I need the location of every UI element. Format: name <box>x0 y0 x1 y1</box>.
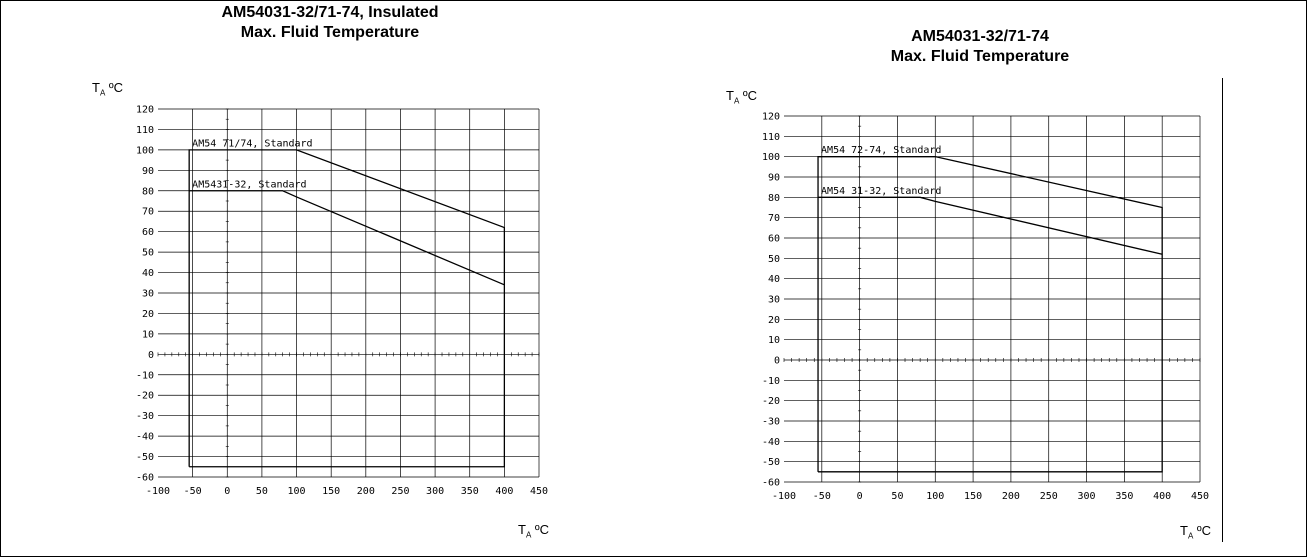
x-tick-label: 50 <box>256 486 268 497</box>
y-tick-label: 0 <box>148 350 154 361</box>
x-tick-label: -100 <box>772 491 796 502</box>
y-tick-label: 90 <box>142 166 154 177</box>
plot-area: 1201101009080706050403020100-10-20-30-40… <box>762 112 1209 503</box>
chart-title-line2: Max. Fluid Temperature <box>890 48 1070 65</box>
x-tick-label: 450 <box>530 486 548 497</box>
chart-title: AM54031-32/71-74, Insulated Max. Fluid T… <box>0 3 660 43</box>
minor-ticks <box>157 108 540 478</box>
x-tick-label: 400 <box>1153 491 1171 502</box>
plot-area: 1201101009080706050403020100-10-20-30-40… <box>136 105 548 498</box>
y-tick-label: 60 <box>142 227 154 238</box>
y-tick-label: 100 <box>136 145 154 156</box>
series-label-1: AM54 71/74, Standard <box>192 138 312 149</box>
y-tick-label: 100 <box>762 152 780 163</box>
y-tick-label: 30 <box>768 295 780 306</box>
series-line-2 <box>189 190 505 286</box>
y-tick-label: 80 <box>768 193 780 204</box>
y-tick-label: 10 <box>142 329 154 340</box>
chart-standard: AM54031-32/71-74 Max. Fluid Temperature … <box>660 0 1305 557</box>
x-tick-label: 200 <box>1002 491 1020 502</box>
x-tick-label: 0 <box>224 486 230 497</box>
x-axis-label: TA ºC <box>1180 523 1212 541</box>
x-tick-label: 200 <box>357 486 375 497</box>
y-axis-label: TA ºC <box>92 80 124 98</box>
x-tick-label: 150 <box>964 491 982 502</box>
x-tick-label: -50 <box>184 486 202 497</box>
y-tick-label: -60 <box>762 478 780 489</box>
x-tick-label: 350 <box>1115 491 1133 502</box>
series-label-2: AM54 31-32, Standard <box>821 186 941 197</box>
chart-title: AM54031-32/71-74 Max. Fluid Temperature <box>720 27 1240 67</box>
y-tick-label: 0 <box>774 356 780 367</box>
series-label-2: AM5431-32, Standard <box>192 179 306 190</box>
y-tick-label: 70 <box>768 213 780 224</box>
y-tick-label: 70 <box>142 207 154 218</box>
x-tick-label: 100 <box>288 486 306 497</box>
y-tick-label: 110 <box>762 132 780 143</box>
y-tick-label: -60 <box>136 473 154 484</box>
y-tick-label: 110 <box>136 125 154 136</box>
y-tick-label: 20 <box>768 315 780 326</box>
x-tick-label: 350 <box>461 486 479 497</box>
y-tick-label: 60 <box>768 234 780 245</box>
y-tick-label: 50 <box>768 254 780 265</box>
x-tick-label: 300 <box>1078 491 1096 502</box>
chart-title-line2: Max. Fluid Temperature <box>240 24 420 41</box>
y-tick-label: -30 <box>136 411 154 422</box>
y-tick-label: 20 <box>142 309 154 320</box>
series-line-2 <box>818 196 1163 255</box>
x-tick-label: 450 <box>1191 491 1209 502</box>
y-tick-label: 40 <box>142 268 154 279</box>
x-tick-label: 100 <box>926 491 944 502</box>
x-tick-label: 250 <box>391 486 409 497</box>
y-tick-label: 80 <box>142 186 154 197</box>
y-tick-label: -50 <box>136 452 154 463</box>
y-tick-label: -10 <box>136 370 154 381</box>
chart-insulated: AM54031-32/71-74, Insulated Max. Fluid T… <box>0 3 660 540</box>
x-tick-label: 0 <box>857 491 863 502</box>
y-tick-label: 10 <box>768 335 780 346</box>
y-tick-label: 50 <box>142 248 154 259</box>
x-tick-label: 300 <box>426 486 444 497</box>
y-tick-label: -30 <box>762 417 780 428</box>
x-tick-label: -50 <box>813 491 831 502</box>
right-border-line <box>1222 78 1223 542</box>
y-tick-label: -50 <box>762 457 780 468</box>
x-tick-label: -100 <box>146 486 170 497</box>
y-tick-label: -20 <box>136 391 154 402</box>
y-tick-label: 30 <box>142 289 154 300</box>
chart-title-line1: AM54031-32/71-74, Insulated <box>221 4 439 21</box>
x-tick-label: 400 <box>495 486 513 497</box>
y-tick-label: 120 <box>136 105 154 116</box>
y-tick-label: 120 <box>762 112 780 123</box>
chart-title-line1: AM54031-32/71-74 <box>911 28 1049 45</box>
y-tick-label: -40 <box>762 437 780 448</box>
y-tick-label: -20 <box>762 396 780 407</box>
grid <box>784 115 1201 483</box>
series-label-1: AM54 72-74, Standard <box>821 145 941 156</box>
y-tick-label: 40 <box>768 274 780 285</box>
x-tick-label: 50 <box>891 491 903 502</box>
x-axis-label: TA ºC <box>518 522 550 540</box>
series-line-1 <box>188 149 506 468</box>
y-tick-label: -40 <box>136 432 154 443</box>
x-tick-label: 150 <box>322 486 340 497</box>
y-axis-label: TA ºC <box>726 88 758 106</box>
x-tick-label: 250 <box>1040 491 1058 502</box>
y-tick-label: -10 <box>762 376 780 387</box>
grid <box>158 108 540 478</box>
y-tick-label: 90 <box>768 173 780 184</box>
series-line-1 <box>817 156 1163 473</box>
